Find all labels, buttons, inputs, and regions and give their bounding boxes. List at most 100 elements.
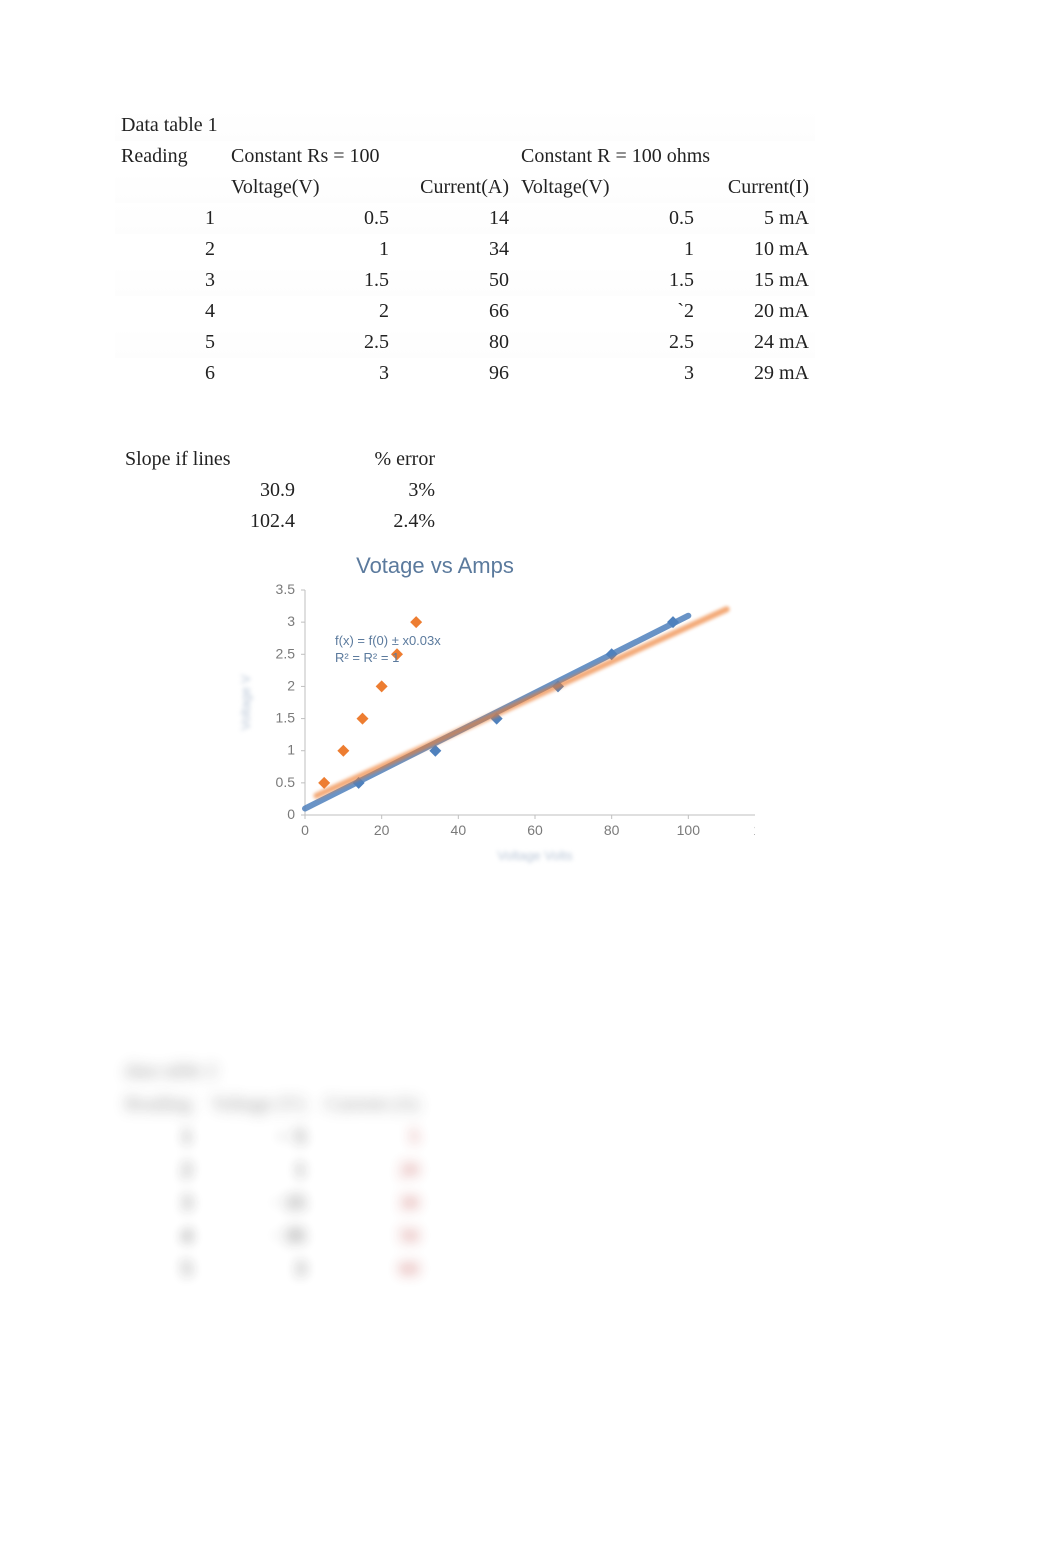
cell-v: · 35 (202, 1220, 316, 1253)
cell-reading: 4 (115, 1220, 202, 1253)
cell-i2: 20 mA (700, 296, 815, 327)
svg-text:f(x) = f(0) ± x0.03x: f(x) = f(0) ± x0.03x (335, 633, 441, 648)
cell-i: 30 (315, 1187, 429, 1220)
table-row: 102.42.4% (115, 506, 445, 537)
cell-i: 60 (315, 1253, 429, 1286)
cell-a1: 50 (395, 265, 515, 296)
table-row: 52.5802.524 mA (115, 327, 815, 358)
table-row: 2120 (115, 1154, 429, 1187)
cell-v1: 2 (225, 296, 395, 327)
svg-text:2.5: 2.5 (276, 645, 296, 661)
cell-reading: 1 (115, 1121, 202, 1154)
table1-col-v2: Voltage(V) (515, 172, 700, 203)
cell-a1: 34 (395, 234, 515, 265)
table1-group2-title: Constant R = 100 ohms (515, 141, 815, 172)
svg-text:1.5: 1.5 (276, 710, 296, 726)
svg-text:60: 60 (527, 822, 543, 838)
table1-col-i2: Current(I) (700, 172, 815, 203)
cell-v1: 2.5 (225, 327, 395, 358)
table-row: 10.5140.55 mA (115, 203, 815, 234)
table-row: 2134110 mA (115, 234, 815, 265)
table3-title: data table 2 (115, 1055, 429, 1088)
cell-v2: 0.5 (515, 203, 700, 234)
cell-reading: 3 (115, 1187, 202, 1220)
cell-v1: 1.5 (225, 265, 395, 296)
cell-reading: 5 (115, 1253, 202, 1286)
cell-i2: 5 mA (700, 203, 815, 234)
svg-text:0: 0 (301, 822, 309, 838)
svg-text:Votage vs Amps: Votage vs Amps (356, 553, 514, 578)
cell-reading: 2 (115, 234, 225, 265)
table-row: 1·· 55 (115, 1121, 429, 1154)
cell-reading: 3 (115, 265, 225, 296)
cell-v2: 3 (515, 358, 700, 389)
cell-v: 3 (202, 1253, 316, 1286)
cell-v1: 0.5 (225, 203, 395, 234)
cell-i: 20 (315, 1154, 429, 1187)
table-row: 4266`220 mA (115, 296, 815, 327)
cell-a1: 66 (395, 296, 515, 327)
error-col: % error (305, 444, 445, 475)
cell-reading: 4 (115, 296, 225, 327)
svg-text:R² = R² = 1: R² = R² = 1 (335, 650, 399, 665)
svg-text:3: 3 (287, 613, 295, 629)
cell-reading: 5 (115, 327, 225, 358)
table3-col-reading: Reading (115, 1088, 202, 1121)
cell-v2: 1 (515, 234, 700, 265)
cell-i: 5 (315, 1121, 429, 1154)
svg-text:3.5: 3.5 (276, 581, 296, 597)
table1-title: Data table 1 (115, 110, 815, 141)
cell-v1: 3 (225, 358, 395, 389)
cell-a1: 96 (395, 358, 515, 389)
table-row: 3· 1530 (115, 1187, 429, 1220)
table1-col-v1: Voltage(V) (225, 172, 395, 203)
cell-i2: 24 mA (700, 327, 815, 358)
table3-col-v: Voltage (V) (202, 1088, 316, 1121)
svg-text:40: 40 (451, 822, 467, 838)
blurred-preview-table: data table 2 Reading Voltage (V) Current… (115, 1055, 972, 1286)
cell-error: 3% (305, 475, 445, 506)
table-row: 5360 (115, 1253, 429, 1286)
cell-v: 1 (202, 1154, 316, 1187)
svg-text:0: 0 (287, 806, 295, 822)
cell-reading: 1 (115, 203, 225, 234)
svg-text:20: 20 (374, 822, 390, 838)
cell-slope: 102.4 (115, 506, 305, 537)
table-row: 31.5501.515 mA (115, 265, 815, 296)
voltage-vs-amps-chart: Votage vs Amps 0 0.5 1 1.5 2 2.5 3 3.5 0 20 40 60 80 1… (115, 545, 972, 880)
cell-v2: 1.5 (515, 265, 700, 296)
table1-col-a1: Current(A) (395, 172, 515, 203)
svg-text:2: 2 (287, 677, 295, 693)
svg-text:100: 100 (677, 822, 701, 838)
cell-i2: 15 mA (700, 265, 815, 296)
slope-col: Slope if lines (115, 444, 305, 475)
table1-group1-title: Constant Rs = 100 (225, 141, 515, 172)
svg-text:0.5: 0.5 (276, 774, 296, 790)
svg-text:80: 80 (604, 822, 620, 838)
cell-v: · 15 (202, 1187, 316, 1220)
table3-col-i: Current (A) (315, 1088, 429, 1121)
cell-a1: 80 (395, 327, 515, 358)
table-row: 30.93% (115, 475, 445, 506)
cell-v2: 2.5 (515, 327, 700, 358)
table-row: 6396329 mA (115, 358, 815, 389)
cell-i: 50 (315, 1220, 429, 1253)
cell-slope: 30.9 (115, 475, 305, 506)
slope-table: Slope if lines % error 30.93%102.42.4% (115, 444, 445, 537)
svg-text:Voltage V: Voltage V (238, 674, 253, 730)
svg-text:Voltage Volts: Voltage Volts (497, 848, 573, 863)
cell-i2: 29 mA (700, 358, 815, 389)
cell-i2: 10 mA (700, 234, 815, 265)
cell-error: 2.4% (305, 506, 445, 537)
data-table-1: Data table 1 Reading Constant Rs = 100 C… (115, 110, 815, 389)
table-row: 4· 3550 (115, 1220, 429, 1253)
svg-text:1: 1 (287, 742, 295, 758)
cell-v: ·· 5 (202, 1121, 316, 1154)
cell-reading: 6 (115, 358, 225, 389)
cell-reading: 2 (115, 1154, 202, 1187)
table1-col-reading: Reading (115, 141, 225, 172)
cell-v2: `2 (515, 296, 700, 327)
cell-v1: 1 (225, 234, 395, 265)
svg-text:120: 120 (753, 822, 755, 838)
cell-a1: 14 (395, 203, 515, 234)
